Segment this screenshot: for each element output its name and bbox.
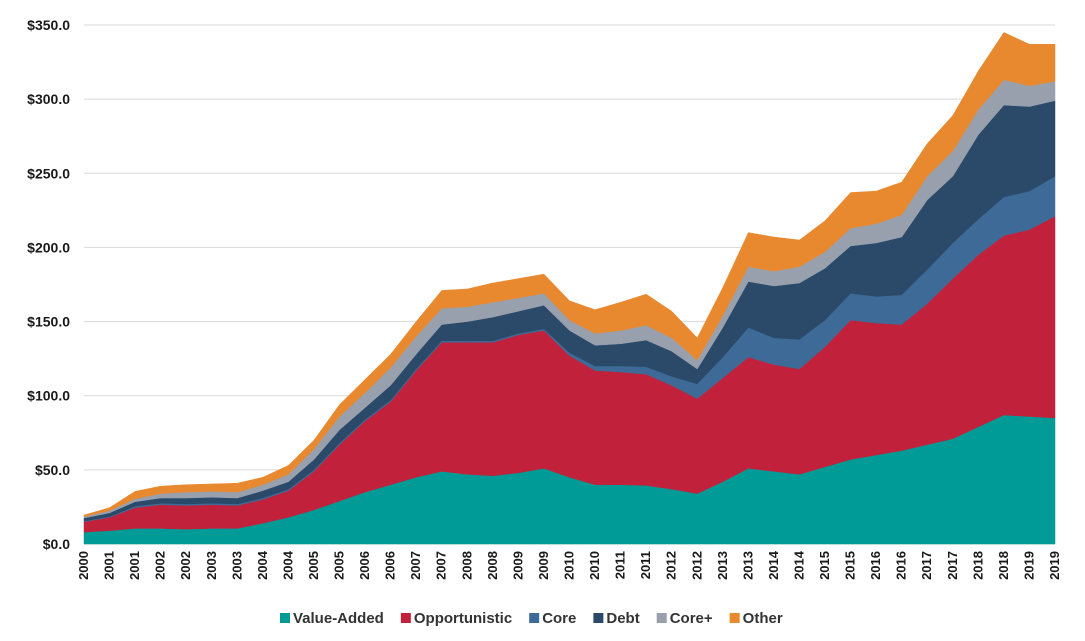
legend-item-core: Core+ (656, 610, 713, 627)
x-tick-label: 2013 (715, 551, 730, 580)
x-tick-label: 2008 (459, 551, 474, 580)
legend-item-core: Core (529, 610, 576, 627)
x-tick-label: 2018 (996, 551, 1011, 580)
x-tick-label: 2009 (510, 551, 525, 580)
legend-label: Debt (606, 610, 639, 627)
legend-swatch (593, 613, 604, 623)
legend: Value-Added Opportunistic Core Debt Core+ Oth… (280, 610, 783, 627)
legend-label: Opportunistic (414, 610, 512, 627)
x-tick-label: 2007 (408, 551, 423, 580)
x-tick-label: 2006 (357, 551, 372, 580)
x-tick-label: 2002 (178, 551, 193, 580)
legend-label: Core (542, 610, 576, 627)
x-tick-label: 2003 (229, 551, 244, 580)
x-tick-label: 2001 (102, 551, 117, 580)
x-tick-label: 2016 (894, 551, 909, 580)
area-series-layer (83, 32, 1056, 545)
x-tick-label: 2000 (76, 551, 91, 580)
legend-label: Core+ (670, 610, 713, 627)
y-tick-label: $200.0 (27, 239, 70, 255)
x-tick-label: 2011 (613, 551, 628, 579)
y-axis: $0.0 $50.0 $100.0 $150.0 $200.0 $250.0 $300.0 $… (27, 17, 70, 552)
legend-item-debt: Debt (593, 610, 640, 627)
legend-swatch (529, 613, 540, 623)
area-series-other (83, 32, 1056, 517)
x-tick-label: 2001 (127, 551, 142, 580)
x-axis: 2000 2001 2001 2002 2002 2003 2003 2004 2004 2005… (76, 550, 1062, 580)
x-tick-label: 2019 (1047, 551, 1062, 580)
x-tick-label: 2015 (843, 551, 858, 580)
legend-item-other: Other (729, 610, 783, 627)
y-tick-label: $250.0 (27, 165, 70, 181)
x-tick-label: 2003 (204, 551, 219, 580)
x-tick-label: 2017 (945, 551, 960, 580)
legend-swatch (656, 613, 667, 623)
x-tick-label: 2010 (587, 551, 602, 580)
x-tick-label: 2004 (280, 550, 295, 580)
legend-label: Value-Added (293, 610, 384, 627)
x-tick-label: 2007 (434, 551, 449, 580)
y-tick-label: $350.0 (27, 17, 70, 33)
x-tick-label: 2009 (536, 551, 551, 580)
x-tick-label: 2015 (817, 551, 832, 580)
legend-swatch (400, 613, 411, 623)
legend-label: Other (743, 610, 783, 627)
x-tick-label: 2012 (689, 551, 704, 580)
y-tick-label: $150.0 (27, 314, 70, 330)
y-tick-label: $100.0 (27, 388, 70, 404)
y-tick-label: $0.0 (43, 536, 70, 552)
x-tick-label: 2006 (383, 551, 398, 580)
y-tick-label: $300.0 (27, 91, 70, 107)
x-tick-label: 2019 (1021, 551, 1036, 580)
x-tick-label: 2014 (766, 550, 781, 580)
y-tick-label: $50.0 (35, 462, 70, 478)
x-tick-label: 2005 (332, 551, 347, 580)
x-tick-label: 2002 (153, 551, 168, 580)
x-tick-label: 2012 (664, 551, 679, 580)
x-tick-label: 2010 (562, 551, 577, 580)
x-tick-label: 2004 (255, 550, 270, 580)
x-tick-label: 2014 (791, 550, 806, 580)
legend-item-value-added: Value-Added (280, 610, 384, 627)
x-tick-label: 2008 (485, 551, 500, 580)
x-tick-label: 2018 (970, 551, 985, 580)
legend-item-opportunistic: Opportunistic (400, 610, 512, 627)
x-tick-label: 2013 (740, 551, 755, 580)
legend-swatch (729, 613, 740, 623)
x-tick-label: 2017 (919, 551, 934, 580)
x-tick-label: 2005 (306, 551, 321, 580)
x-tick-label: 2016 (868, 551, 883, 580)
legend-swatch (280, 613, 290, 623)
x-tick-label: 2011 (638, 551, 653, 579)
